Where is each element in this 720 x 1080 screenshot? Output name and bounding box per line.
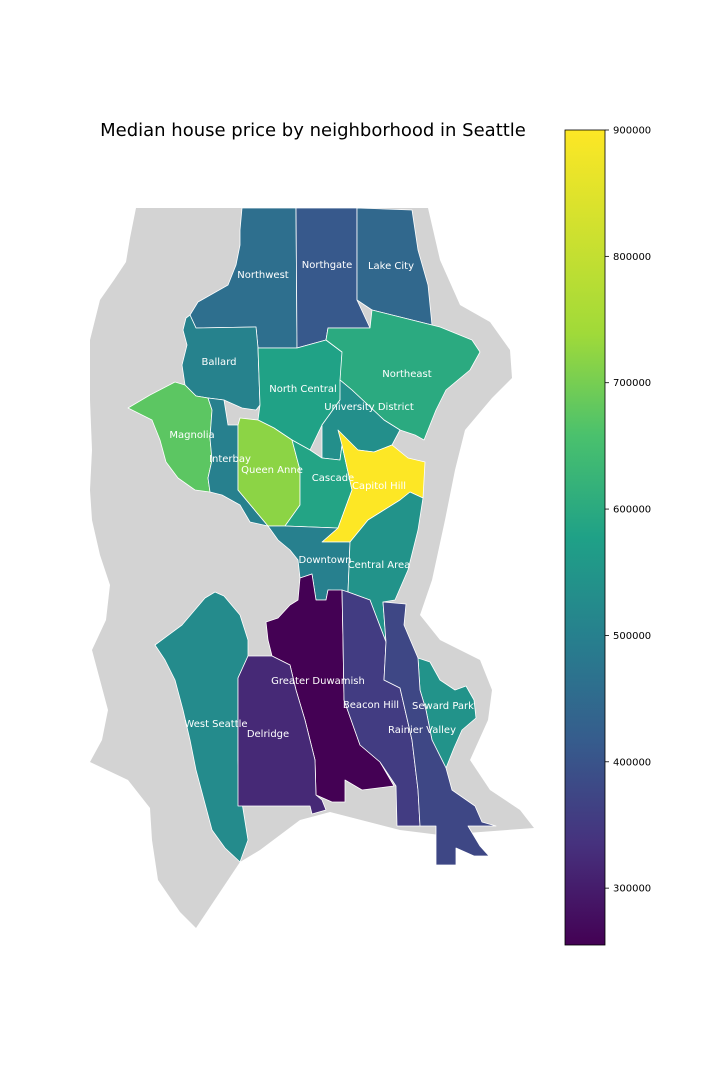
map-title: Median house price by neighborhood in Se… <box>100 120 526 141</box>
colorbar-tick-label: 700000 <box>613 378 651 389</box>
label-greater-duwamish: Greater Duwamish <box>271 676 365 687</box>
label-beacon-hill: Beacon Hill <box>343 700 399 711</box>
label-northeast: Northeast <box>382 369 431 380</box>
label-lake-city: Lake City <box>368 261 414 272</box>
colorbar-tick-label: 800000 <box>613 252 651 263</box>
colorbar-tick-label: 500000 <box>613 631 651 642</box>
label-rainier-valley: Rainier Valley <box>388 725 456 736</box>
label-west-seattle: West Seattle <box>184 719 247 730</box>
label-northgate: Northgate <box>302 260 353 271</box>
label-ballard: Ballard <box>202 357 237 368</box>
region-west-seattle <box>154 591 249 863</box>
label-central-area: Central Area <box>348 560 411 571</box>
colorbar-gradient <box>564 129 606 946</box>
region-delridge <box>237 655 327 815</box>
region-rainier-valley <box>382 601 497 866</box>
colorbar-tick-label: 900000 <box>613 126 651 137</box>
label-downtown: Downtown <box>299 555 352 566</box>
region-lake-city <box>356 207 433 326</box>
label-cascade: Cascade <box>312 473 354 484</box>
label-northwest: Northwest <box>237 270 289 281</box>
label-magnolia: Magnolia <box>169 430 214 441</box>
label-delridge: Delridge <box>247 729 289 740</box>
colorbar-tick-label: 300000 <box>613 884 651 895</box>
colorbar: 300000 400000 500000 600000 700000 800000 9000… <box>564 126 651 946</box>
label-queen-anne: Queen Anne <box>241 465 303 476</box>
region-northeast <box>325 309 481 441</box>
region-greater-duwamish <box>265 573 395 803</box>
label-capitol-hill: Capitol Hill <box>352 481 406 492</box>
label-interbay: Interbay <box>209 454 251 465</box>
label-university-district: University District <box>324 402 414 413</box>
label-seward-park: Seward Park <box>412 701 474 712</box>
neighborhood-regions <box>127 207 497 866</box>
colorbar-tick-label: 400000 <box>613 757 651 768</box>
neighborhood-labels: Northwest Northgate Lake City Ballard No… <box>169 260 474 740</box>
label-north-central: North Central <box>269 384 337 395</box>
region-north-central <box>257 339 343 451</box>
colorbar-ticks: 300000 400000 500000 600000 700000 800000 9000… <box>605 126 651 895</box>
colorbar-tick-label: 600000 <box>613 505 651 516</box>
